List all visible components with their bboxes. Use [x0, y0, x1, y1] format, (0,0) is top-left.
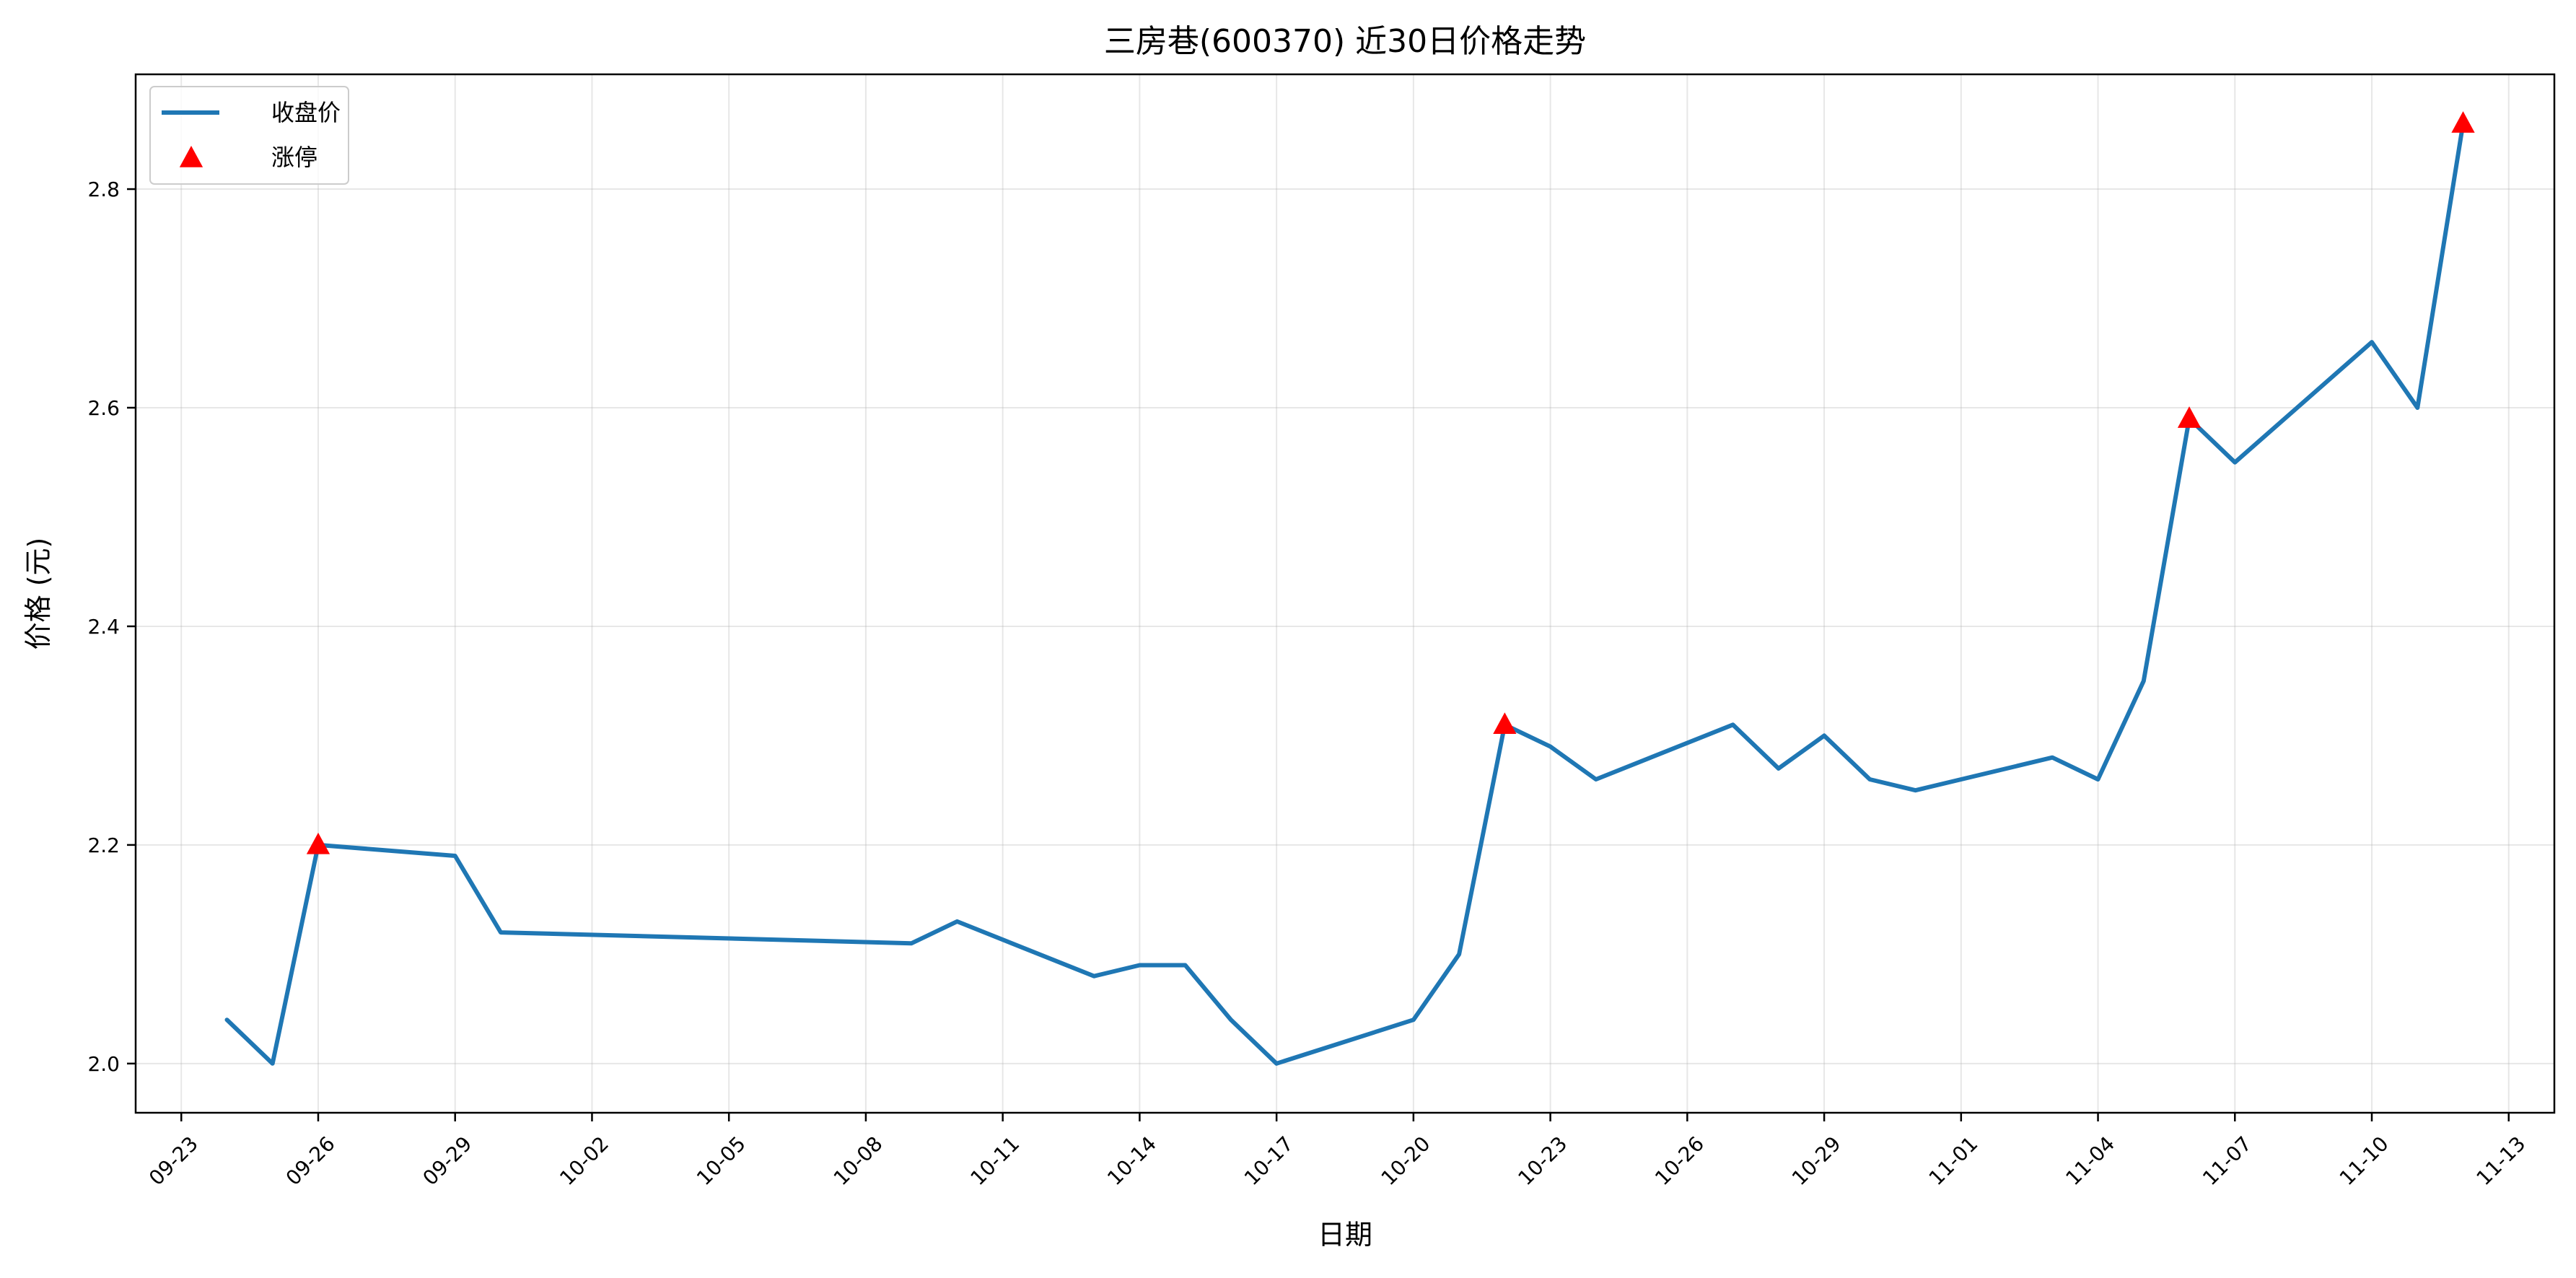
y-tick-label: 2.0	[87, 1052, 120, 1076]
legend: 收盘价 涨停	[149, 86, 349, 185]
legend-swatch-limit-up	[179, 146, 203, 167]
close-price-line	[224, 121, 2466, 1066]
limit-up-marker	[1493, 712, 1517, 735]
y-tick-label: 2.6	[87, 396, 120, 420]
limit-up-marker	[2177, 406, 2202, 428]
legend-label-limit-up: 涨停	[271, 144, 317, 171]
y-tick-label: 2.4	[87, 615, 120, 639]
y-axis-title: 价格 (元)	[22, 538, 54, 650]
y-tick-label: 2.2	[87, 833, 120, 857]
series-layer	[224, 111, 2475, 1066]
x-axis-title: 日期	[1318, 1219, 1372, 1251]
chart-title: 三房巷(600370) 近30日价格走势	[1104, 23, 1586, 60]
limit-up-marker	[2451, 111, 2475, 133]
y-tick-label: 2.8	[87, 178, 120, 201]
legend-label-close-price: 收盘价	[271, 99, 341, 126]
grid	[136, 74, 2554, 1113]
limit-up-marker	[306, 832, 330, 854]
plot-frame	[134, 73, 2556, 1114]
